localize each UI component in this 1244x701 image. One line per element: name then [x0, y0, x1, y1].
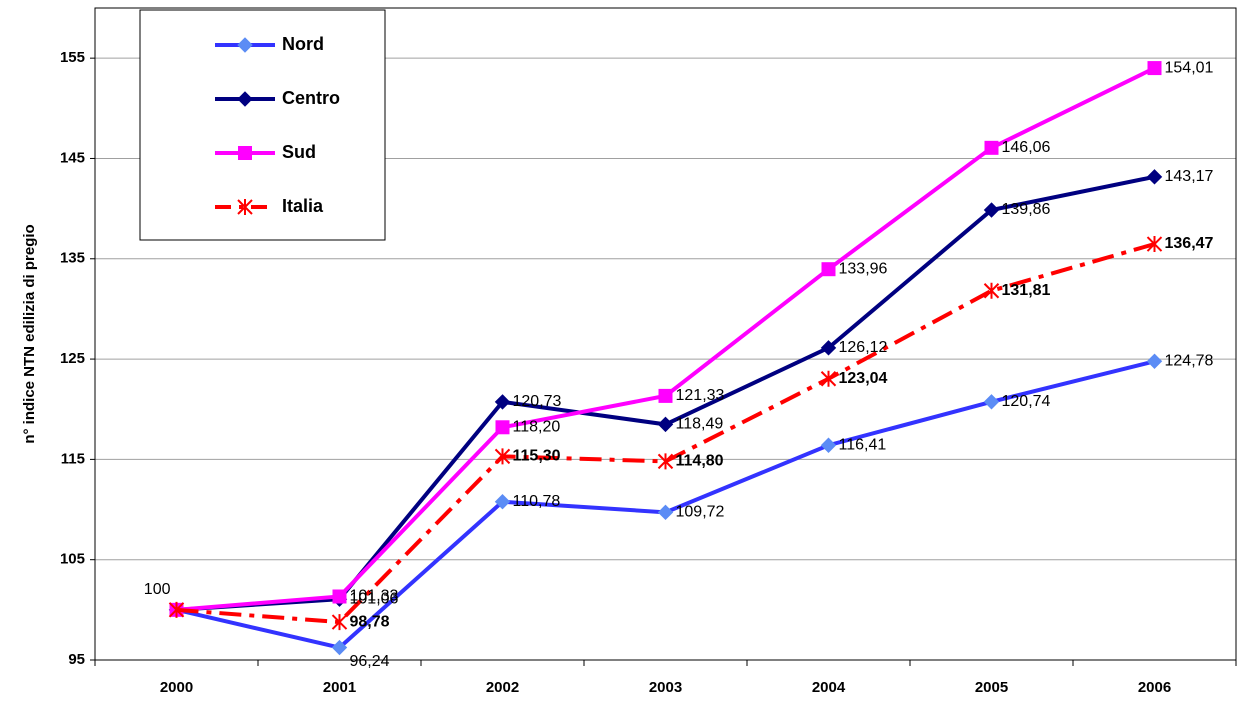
data-label: 136,47: [1165, 235, 1214, 252]
marker: [494, 394, 511, 410]
y-tick-label: 95: [68, 651, 85, 668]
data-label: 118,20: [513, 419, 561, 436]
marker: [983, 394, 1000, 410]
data-label: 133,96: [839, 260, 888, 277]
data-label: 139,86: [1002, 201, 1051, 218]
data-label: 123,04: [839, 370, 888, 387]
y-tick-label: 105: [60, 551, 85, 568]
data-label: 98,78: [350, 613, 390, 630]
marker: [1147, 61, 1162, 76]
data-label: 100: [144, 581, 171, 598]
data-label: 126,12: [839, 339, 888, 356]
plot-frame: [94, 7, 1237, 661]
data-label: 110,78: [513, 493, 561, 510]
legend: Nord Centro Sud Italia: [139, 9, 386, 241]
data-label: 131,81: [1002, 282, 1051, 299]
marker: [657, 453, 674, 470]
marker: [331, 639, 348, 656]
legend-label: Italia: [282, 196, 324, 216]
marker: [168, 601, 185, 618]
legend-marker: [237, 91, 253, 107]
y-tick-label: 155: [60, 49, 85, 66]
marker: [332, 589, 347, 604]
x-tick-label: 2004: [812, 679, 846, 696]
legend-label: Centro: [282, 88, 340, 108]
x-tick-label: 2000: [160, 679, 193, 696]
marker: [983, 202, 1000, 218]
x-tick-label: 2006: [1138, 679, 1171, 696]
legend-label: Nord: [282, 34, 324, 54]
marker: [494, 494, 511, 510]
marker: [821, 262, 836, 277]
data-label: 146,06: [1002, 139, 1051, 156]
marker: [820, 340, 837, 356]
marker: [658, 388, 673, 403]
x-tick-label: 2001: [323, 679, 356, 696]
data-label: 143,17: [1165, 168, 1214, 185]
marker: [657, 416, 674, 433]
data-label: 124,78: [1165, 353, 1214, 370]
x-tick-label: 2005: [975, 679, 1008, 696]
data-label: 116,41: [839, 436, 887, 453]
y-tick-label: 145: [60, 149, 85, 166]
series: [169, 61, 1162, 617]
data-label: 121,33: [676, 387, 725, 404]
series-line: [176, 242, 1156, 625]
marker: [984, 140, 999, 155]
legend-marker: [237, 37, 253, 53]
series: [168, 236, 1163, 631]
marker: [494, 448, 511, 465]
y-axis-label: n° indice NTN edilizia di pregio: [21, 224, 38, 443]
legend-box: [139, 9, 386, 241]
x-tick-label: 2003: [649, 679, 682, 696]
y-tick-label: 115: [61, 450, 85, 467]
legend-marker: [238, 146, 252, 160]
marker: [820, 370, 837, 387]
data-label: 101,33: [350, 588, 399, 605]
marker: [1146, 353, 1163, 369]
marker: [820, 437, 837, 453]
marker: [1146, 236, 1163, 253]
legend-label: Sud: [282, 142, 316, 162]
data-label: 96,24: [350, 653, 390, 670]
marker: [983, 282, 1000, 299]
data-label: 154,01: [1165, 59, 1214, 76]
y-tick-label: 135: [60, 250, 85, 267]
legend-marker: [237, 199, 253, 215]
y-tick-label: 125: [60, 350, 85, 367]
data-label: 109,72: [676, 504, 725, 521]
data-label: 101,06: [350, 590, 399, 607]
marker: [331, 614, 348, 631]
marker: [495, 420, 510, 435]
data-label: 120,73: [513, 393, 562, 410]
data-label: 115,30: [513, 448, 561, 465]
marker: [657, 504, 674, 521]
marker: [1146, 169, 1163, 185]
data-label: 120,74: [1002, 393, 1051, 410]
data-label: 118,49: [676, 416, 724, 433]
data-label: 114,80: [676, 453, 724, 470]
x-tick-label: 2002: [486, 679, 519, 696]
